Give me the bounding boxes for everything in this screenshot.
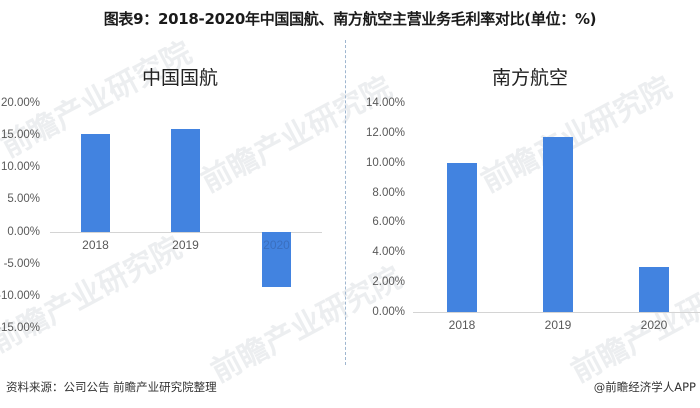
- y-tick-label: 5.00%: [7, 193, 40, 206]
- y-tick-label: 4.00%: [372, 246, 405, 259]
- chart-divider: [345, 40, 346, 365]
- x-category-label: 2019: [172, 237, 199, 252]
- bar-2019: [171, 128, 200, 232]
- x-axis-line: [413, 312, 700, 313]
- figure-title: 图表9：2018-2020年中国国航、南方航空主营业务毛利率对比(单位：%): [103, 10, 597, 28]
- x-axis-line: [50, 231, 322, 233]
- y-tick-label: 2.00%: [372, 276, 405, 289]
- bar-2018: [81, 133, 110, 232]
- y-tick-label: -10.00%: [0, 289, 40, 302]
- y-tick-label: 8.00%: [372, 186, 405, 199]
- y-tick-label: 14.00%: [365, 97, 405, 109]
- x-category-label: 2020: [263, 237, 290, 252]
- y-tick-label: 6.00%: [372, 216, 405, 229]
- bar-2018: [447, 162, 477, 312]
- bar-2020: [639, 267, 669, 312]
- y-tick-label: 10.00%: [0, 161, 40, 174]
- watermark: 前瞻产业研究院: [205, 260, 408, 390]
- chart-title: 中国国航: [141, 67, 218, 89]
- source-note: 资料来源：公司公告 前瞻产业研究院整理: [6, 380, 217, 394]
- y-tick-label: -15.00%: [0, 322, 40, 334]
- y-tick-label: 15.00%: [0, 129, 40, 142]
- bar-2020: [262, 231, 291, 287]
- y-tick-label: 0.00%: [372, 306, 405, 318]
- x-category-label: 2020: [640, 318, 668, 332]
- x-category-label: 2018: [82, 237, 109, 252]
- chart-title: 南方航空: [491, 67, 568, 89]
- y-tick-label: 0.00%: [7, 225, 40, 238]
- y-tick-label: 20.00%: [0, 97, 40, 109]
- credit-note: @前瞻经济学人APP: [593, 380, 696, 394]
- x-category-label: 2018: [448, 318, 476, 332]
- y-tick-label: 10.00%: [365, 156, 405, 169]
- y-tick-label: -5.00%: [3, 257, 40, 270]
- bar-2019: [543, 137, 573, 312]
- y-tick-label: 12.00%: [365, 126, 405, 139]
- x-category-label: 2019: [544, 318, 572, 332]
